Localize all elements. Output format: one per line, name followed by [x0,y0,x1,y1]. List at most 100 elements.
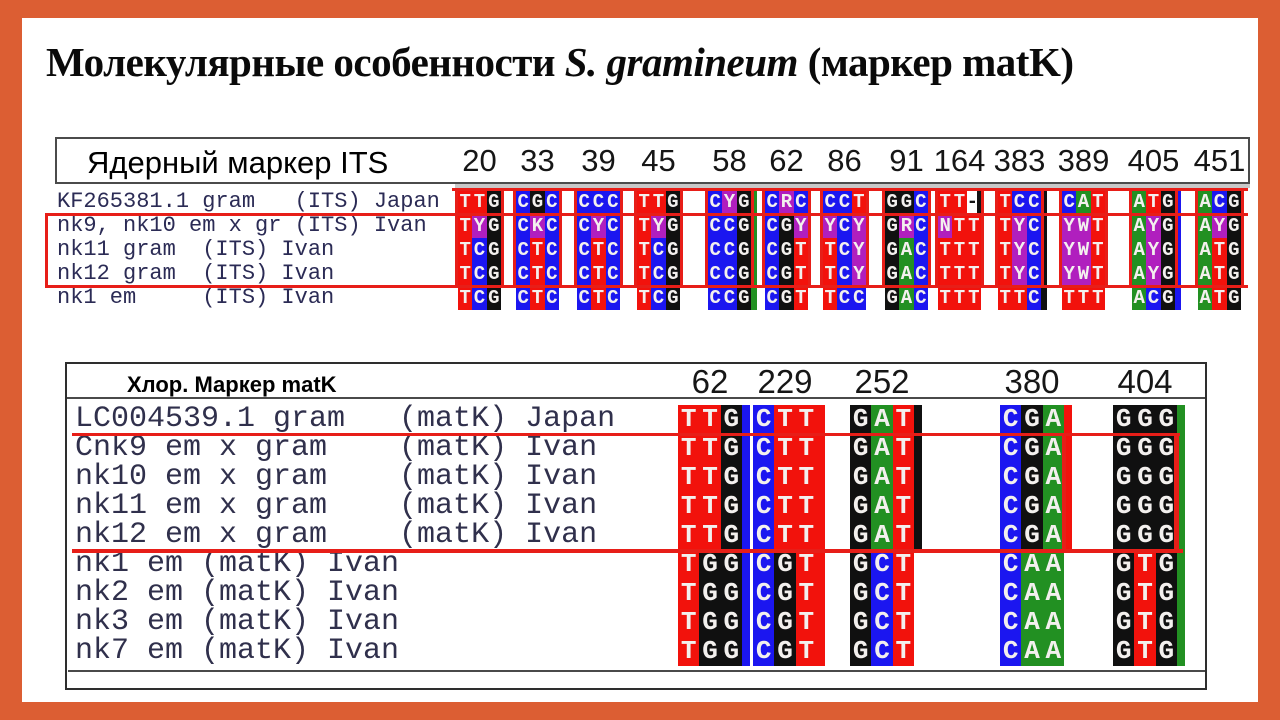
nucleotide-cell: G [1113,637,1135,666]
nucleotide-cell: A [1198,262,1213,286]
matk-redline-top [72,433,1180,436]
nucleotide-cell: A [1198,286,1213,310]
nucleotide-cell: T [795,637,817,666]
nucleotide-cell: T [998,262,1013,286]
nucleotide-cell: T [795,550,817,579]
nucleotide-cell: G [720,492,742,521]
nucleotide-cell: G [850,521,872,550]
nucleotide-cell: G [1155,434,1177,463]
nucleotide-cell: Y [591,214,606,238]
nucleotide-cell: Y [472,214,487,238]
nucleotide-cell: Y [1146,262,1161,286]
its-table-header-box: Ядерный маркер ITS [55,137,1250,184]
nucleotide-cell: A [871,521,893,550]
nucleotide-cell: A [1198,238,1213,262]
its-column-red-edge [501,188,505,288]
sequence-name: nk7 em (matK) Ivan [75,634,400,668]
nucleotide-cell: T [823,238,838,262]
partial-nucleotide-strip [1176,579,1185,608]
partial-nucleotide-strip [741,463,750,492]
position-number: 229 [757,363,813,400]
partial-nucleotide-strip [1176,521,1185,550]
position-number: 405 [1127,143,1180,178]
nucleotide-cell: G [850,492,872,521]
nucleotide-cell: G [774,579,796,608]
nucleotide-cell: T [1134,579,1156,608]
nucleotide-cell: C [753,637,775,666]
nucleotide-cell: T [938,190,953,214]
nucleotide-cell: T [1212,262,1227,286]
nucleotide-cell: C [753,579,775,608]
nucleotide-cell: G [665,262,680,286]
nucleotide-cell: A [1198,214,1213,238]
nucleotide-cell: T [998,286,1013,310]
sequence-name: nk10 em x gram (matK) Ivan [75,460,598,494]
its-column-red-edge [705,188,708,288]
nucleotide-cell: C [708,190,723,214]
nucleotide-cell: T [998,190,1013,214]
nucleotide-cell: T [952,190,967,214]
nucleotide-cell: T [678,434,700,463]
nucleotide-cell: R [779,190,794,214]
nucleotide-cell: A [1042,463,1064,492]
partial-nucleotide-strip [816,463,825,492]
nucleotide-cell: T [793,286,808,310]
nucleotide-cell: A [1042,521,1064,550]
nucleotide-cell: T [892,492,914,521]
nucleotide-cell: C [722,214,737,238]
position-number: 383 [993,143,1046,178]
nucleotide-cell: G [1021,521,1043,550]
matk-redline-bottom [72,549,1183,553]
nucleotide-cell: T [823,262,838,286]
nucleotide-cell: C [1026,214,1041,238]
nucleotide-cell: T [591,262,606,286]
sequence-name: nk11 em x gram (matK) Ivan [75,489,598,523]
nucleotide-cell: G [1155,463,1177,492]
partial-nucleotide-strip [1063,492,1072,521]
nucleotide-cell: A [1132,238,1147,262]
nucleotide-cell: T [952,262,967,286]
partial-nucleotide-strip [741,550,750,579]
nucleotide-cell: C [871,608,893,637]
nucleotide-cell: G [885,286,900,310]
sequence-name: nk9, nk10 em x gr (ITS) Ivan [57,213,427,238]
partial-nucleotide-strip [741,579,750,608]
nucleotide-cell: T [699,521,721,550]
nucleotide-cell: C [753,608,775,637]
nucleotide-cell: C [1026,190,1041,214]
nucleotide-cell: T [1212,286,1227,310]
nucleotide-cell: C [1212,190,1227,214]
partial-nucleotide-strip [816,521,825,550]
nucleotide-cell: T [1134,550,1156,579]
nucleotide-cell: G [720,434,742,463]
nucleotide-cell: C [516,262,531,286]
nucleotide-cell: T [1090,190,1105,214]
nucleotide-cell: G [720,550,742,579]
nucleotide-cell: C [708,214,723,238]
nucleotide-cell: C [753,492,775,521]
nucleotide-cell: T [774,463,796,492]
nucleotide-cell: G [1134,463,1156,492]
nucleotide-cell: C [708,286,723,310]
nucleotide-cell: C [851,286,866,310]
partial-nucleotide-strip [1176,637,1185,666]
sequence-name: LC004539.1 gram (matK) Japan [75,402,616,436]
nucleotide-cell: C [871,550,893,579]
position-number: 20 [462,143,497,178]
